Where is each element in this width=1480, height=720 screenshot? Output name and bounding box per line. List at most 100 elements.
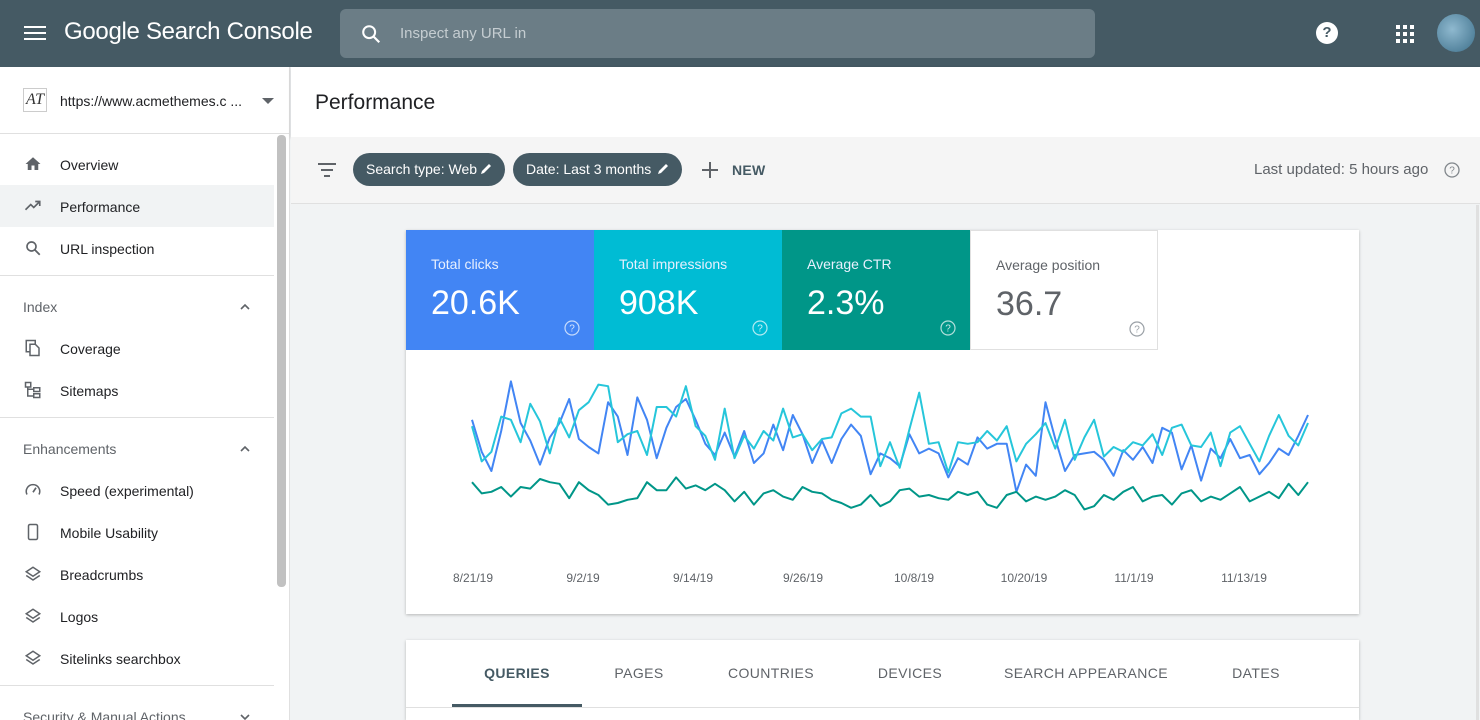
metric-value: 908K (619, 284, 699, 322)
metric-average-ctr[interactable]: Average CTR 2.3% ? (782, 230, 970, 350)
metric-value: 36.7 (996, 285, 1063, 323)
layers-icon (24, 650, 42, 665)
x-tick-label: 10/8/19 (894, 571, 934, 585)
help-circle-icon[interactable]: ? (564, 320, 580, 336)
search-icon (362, 25, 381, 44)
sidebar-divider (0, 417, 274, 418)
sidebar-item-sitemaps[interactable]: Sitemaps (0, 369, 274, 411)
main-scrollbar[interactable] (1476, 205, 1479, 720)
tab-search-appearance[interactable]: SEARCH APPEARANCE (1004, 665, 1168, 681)
section-title: Security & Manual Actions (23, 709, 186, 720)
x-tick-label: 11/1/19 (1114, 571, 1153, 585)
sidebar-divider (0, 685, 274, 686)
svg-text:?: ? (1449, 166, 1455, 177)
tab-dates[interactable]: DATES (1232, 665, 1280, 681)
sidebar-item-url-inspection[interactable]: URL inspection (0, 227, 274, 269)
section-title: Enhancements (23, 441, 117, 457)
trending-up-icon (24, 200, 41, 211)
section-header-index[interactable]: Index (0, 285, 274, 327)
sidebar-item-label: Performance (60, 199, 141, 215)
sidebar-item-mobile-usability[interactable]: Mobile Usability (0, 511, 274, 553)
sidebar-scrollbar[interactable] (277, 135, 286, 587)
sidebar-item-coverage[interactable]: Coverage (0, 327, 274, 369)
tab-devices[interactable]: DEVICES (877, 665, 943, 681)
section-header-enhancements[interactable]: Enhancements (0, 427, 274, 469)
pencil-icon (658, 164, 668, 174)
search-input[interactable] (400, 19, 1080, 47)
url-inspect-search[interactable] (340, 9, 1095, 58)
sidebar-item-label: Coverage (60, 341, 121, 357)
plus-icon (702, 162, 718, 178)
sidebar-item-label: Sitemaps (60, 383, 119, 399)
sidebar-divider (0, 275, 274, 276)
apps-grid-icon[interactable] (1396, 25, 1414, 43)
section-header-security[interactable]: Security & Manual Actions (0, 695, 274, 720)
layers-icon (24, 608, 42, 623)
search-icon (26, 241, 41, 256)
menu-icon[interactable] (22, 22, 48, 44)
chip-label: Search type: Web (366, 161, 478, 177)
sidebar-item-overview[interactable]: Overview (0, 143, 274, 185)
series-line-2[interactable] (471, 476, 1309, 511)
sidebar-item-speed[interactable]: Speed (experimental) (0, 469, 274, 511)
series-line-0[interactable] (471, 380, 1309, 493)
filter-bar: Search type: Web Date: Last 3 months NEW… (291, 137, 1480, 204)
property-selector[interactable]: AT https://www.acmethemes.c ... (0, 67, 289, 134)
sidebar-item-label: Logos (60, 609, 99, 625)
tabs-divider (406, 707, 1359, 708)
svg-text:?: ? (945, 324, 951, 335)
metric-average-position[interactable]: Average position 36.7 ? (970, 230, 1158, 350)
home-icon (25, 157, 41, 170)
metric-total-impressions[interactable]: Total impressions 908K ? (594, 230, 782, 350)
tab-queries[interactable]: QUERIES (452, 640, 582, 707)
sidebar-item-breadcrumbs[interactable]: Breadcrumbs (0, 553, 274, 595)
help-circle-icon[interactable]: ? (752, 320, 768, 336)
help-circle-icon[interactable]: ? (1129, 321, 1145, 337)
sidebar-item-performance[interactable]: Performance (0, 185, 274, 227)
chevron-up-icon (240, 445, 250, 452)
sidebar-item-label: Mobile Usability (60, 525, 159, 541)
x-tick-label: 9/26/19 (783, 571, 823, 585)
series-line-1[interactable] (471, 383, 1309, 474)
filter-icon[interactable] (317, 162, 337, 178)
sidebar-item-label: Overview (60, 157, 119, 173)
metric-total-clicks[interactable]: Total clicks 20.6K ? (406, 230, 594, 350)
account-avatar[interactable] (1437, 14, 1475, 52)
file-copy-icon (25, 339, 40, 357)
sidebar-item-logos[interactable]: Logos (0, 595, 274, 637)
pencil-icon (481, 164, 491, 174)
x-tick-label: 9/2/19 (566, 571, 600, 585)
metric-label: Total clicks (431, 256, 499, 272)
sidebar-item-label: URL inspection (60, 241, 155, 257)
help-circle-icon[interactable]: ? (1444, 162, 1460, 178)
tab-pages[interactable]: PAGES (614, 665, 664, 681)
layers-icon (24, 566, 42, 581)
new-filter-button[interactable]: NEW (701, 157, 781, 183)
last-updated-text: Last updated: 5 hours ago (1254, 161, 1429, 178)
speedometer-icon (25, 483, 41, 495)
page-header: Performance (291, 67, 1480, 137)
svg-text:?: ? (757, 324, 763, 335)
x-tick-label: 11/13/19 (1221, 571, 1267, 585)
section-title: Index (23, 299, 58, 315)
app-logo[interactable]: Google Search Console (64, 18, 313, 45)
sidebar-item-label: Sitelinks searchbox (60, 651, 181, 667)
help-circle-icon[interactable]: ? (940, 320, 956, 336)
search-type-chip[interactable]: Search type: Web (353, 153, 505, 186)
sidebar-item-sitelinks-searchbox[interactable]: Sitelinks searchbox (0, 637, 274, 679)
date-range-chip[interactable]: Date: Last 3 months (513, 153, 682, 186)
performance-line-chart[interactable]: 8/21/19 9/2/19 9/14/19 9/26/19 10/8/19 10/20/… (406, 350, 1359, 614)
help-icon[interactable]: ? (1316, 22, 1338, 44)
metric-value: 2.3% (807, 284, 885, 322)
metric-label: Average position (996, 257, 1101, 273)
x-tick-label: 10/20/19 (1001, 571, 1048, 585)
sitemap-icon (24, 381, 41, 399)
phone-icon (27, 523, 39, 541)
dropdown-caret-icon (262, 98, 274, 104)
property-logo: AT (23, 88, 47, 112)
new-button-label: NEW (732, 162, 766, 178)
tab-countries[interactable]: COUNTRIES (727, 665, 815, 681)
x-tick-label: 8/21/19 (453, 571, 493, 585)
x-tick-label: 9/14/19 (673, 571, 713, 585)
svg-text:?: ? (1134, 325, 1140, 336)
